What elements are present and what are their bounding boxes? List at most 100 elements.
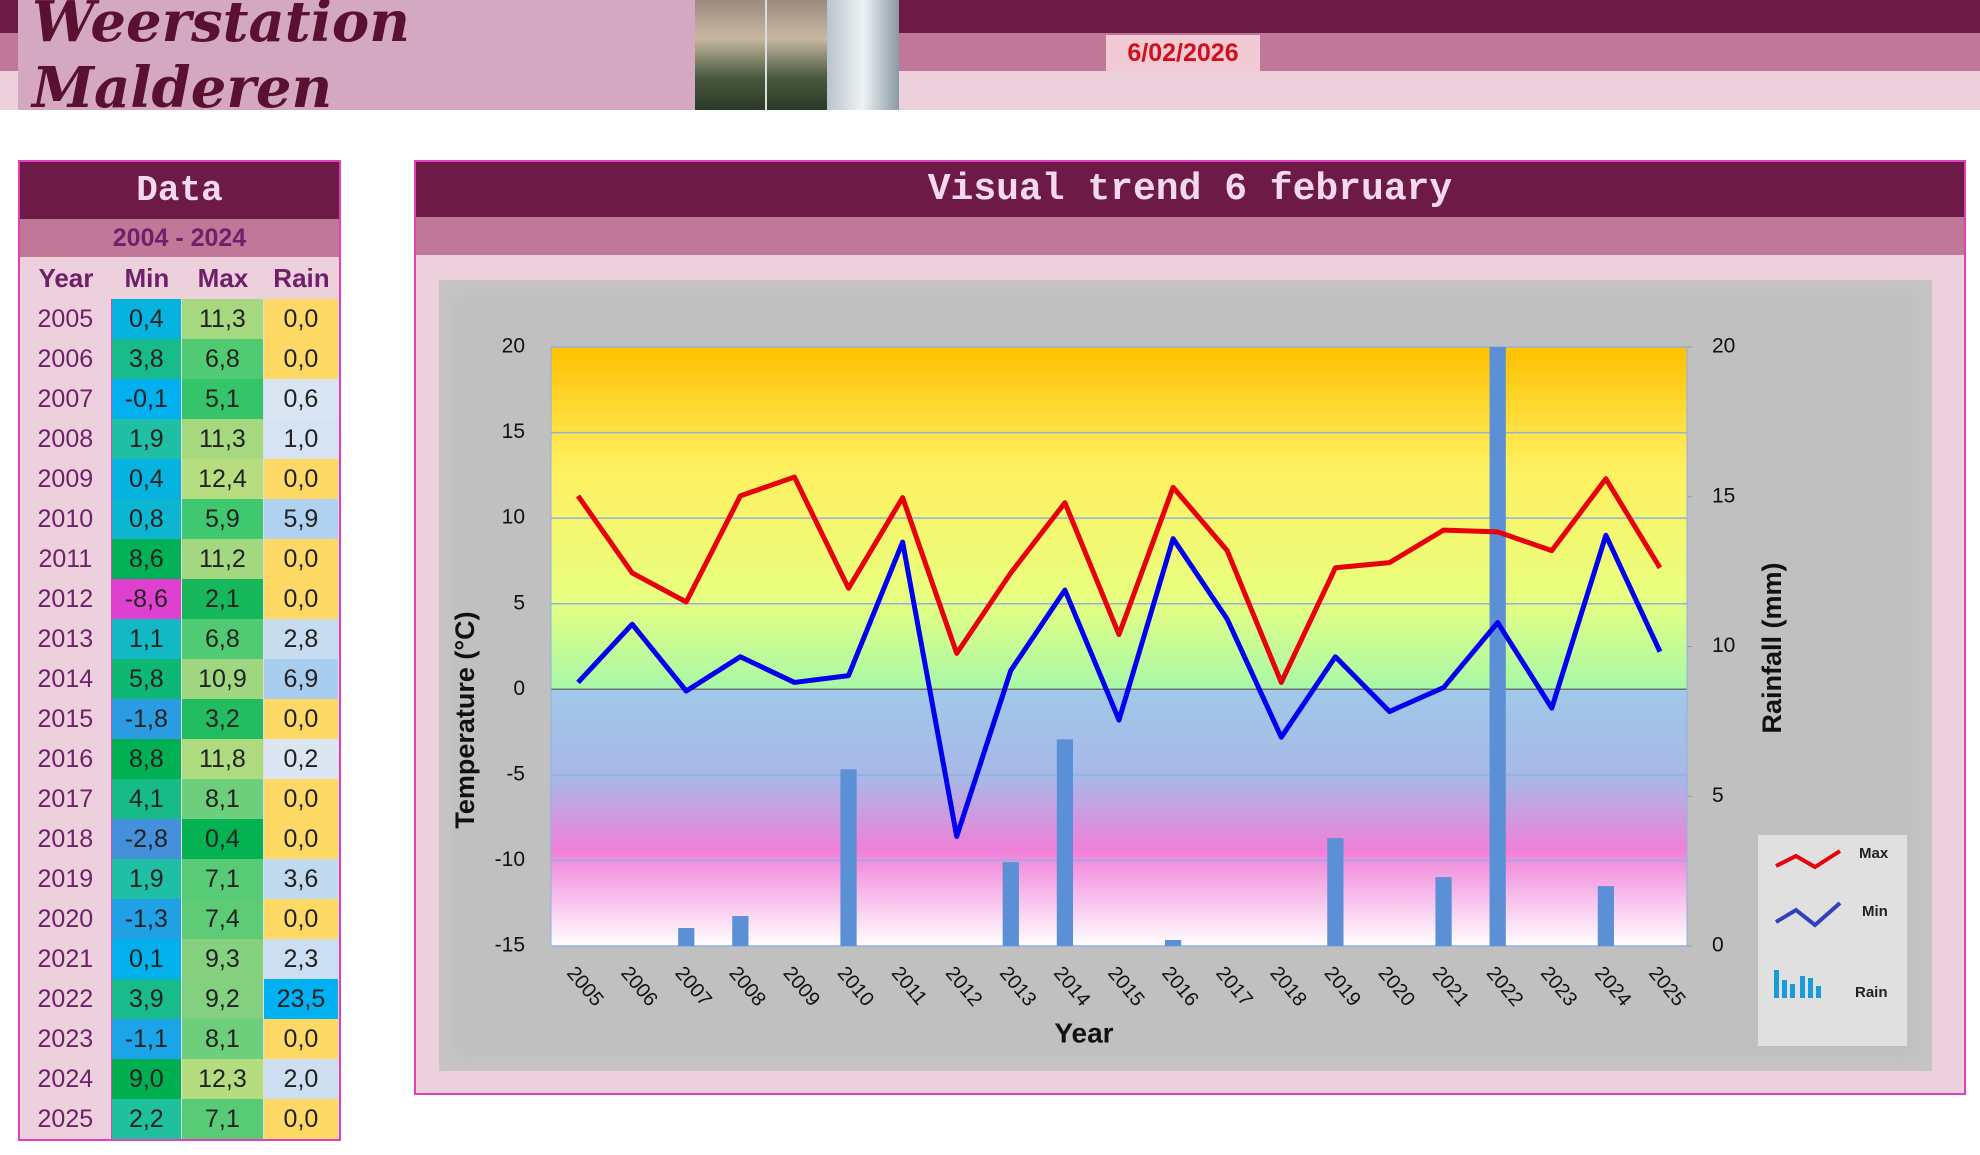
bar	[1056, 739, 1074, 946]
table-cell: 2023	[20, 1019, 112, 1059]
table-cell: -1,3	[111, 899, 182, 939]
table-cell: 0,0	[263, 1099, 339, 1139]
table-cell: 1,9	[111, 859, 182, 899]
table-row: 2019 1,9 7,1 3,6	[20, 859, 339, 899]
x-tick-label: 2017	[1211, 962, 1256, 1010]
legend-label: Max	[1859, 845, 1889, 862]
table-cell: 2024	[20, 1059, 112, 1099]
table-cell: -1,8	[111, 699, 182, 739]
legend-label: Min	[1862, 903, 1888, 920]
table-cell: 0,2	[263, 739, 339, 779]
table-cell: 11,3	[181, 419, 264, 459]
table-cell: 9,3	[181, 939, 264, 979]
table-cell: 12,4	[181, 459, 264, 499]
table-row: 2024 9,0 12,3 2,0	[20, 1059, 339, 1099]
table-cell: 0,4	[111, 459, 182, 499]
x-tick-label: 2013	[995, 962, 1040, 1010]
column-header: Max	[197, 262, 249, 293]
table-cell: 1,9	[111, 419, 182, 459]
x-tick-label: 2022	[1482, 962, 1527, 1010]
table-cell: -0,1	[111, 379, 182, 419]
x-tick-label: 2019	[1320, 962, 1365, 1010]
y2-tick-label: 20	[1712, 335, 1735, 358]
legend-box	[1758, 835, 1907, 1046]
table-cell: 2007	[20, 379, 112, 419]
y2-tick-label: 0	[1712, 934, 1724, 957]
table-cell: 2025	[20, 1099, 112, 1139]
table-cell: 2010	[20, 499, 112, 539]
x-tick-label: 2009	[779, 962, 824, 1010]
x-tick-label: 2016	[1157, 962, 1202, 1010]
table-cell: 2017	[20, 779, 112, 819]
x-tick-label: 2007	[670, 962, 715, 1010]
legend-icon	[1775, 849, 1842, 870]
table-cell: 2021	[20, 939, 112, 979]
table-cell: 8,8	[111, 739, 182, 779]
table-row: 2010 0,8 5,9 5,9	[20, 499, 339, 539]
x-tick-label: 2006	[616, 962, 661, 1010]
table-cell: 0,8	[111, 499, 182, 539]
bar	[678, 928, 695, 946]
y-axis-label: Temperature (°C)	[450, 611, 480, 828]
y-tick-label: 10	[502, 506, 525, 529]
date: 6/02/2026	[1106, 35, 1260, 71]
y-tick-label: 20	[502, 335, 525, 358]
table-cell: 8,6	[111, 539, 182, 579]
table-row: 2021 0,1 9,3 2,3	[20, 939, 339, 979]
table-cell: 9,2	[181, 979, 264, 1019]
table-cell: 7,1	[181, 859, 264, 899]
column-header: Rain	[273, 262, 330, 293]
table-cell: 3,8	[111, 339, 182, 379]
site-title: Weerstation Malderen	[18, 0, 695, 121]
table-cell: 0,0	[263, 1019, 339, 1059]
table-cell: 6,9	[263, 659, 339, 699]
table-cell: 2,1	[181, 579, 264, 619]
table-cell: 8,1	[181, 1019, 264, 1059]
table-cell: 8,1	[181, 779, 264, 819]
table-row: 2008 1,9 11,3 1,0	[20, 419, 339, 459]
table-title: Data	[20, 162, 339, 219]
table-cell: 2008	[20, 419, 112, 459]
x-tick-label: 2021	[1428, 962, 1473, 1010]
table-cell: 0,4	[111, 299, 182, 339]
y-tick-label: 15	[502, 420, 525, 443]
line	[576, 474, 1663, 685]
table-cell: 0,0	[263, 299, 339, 339]
table-cell: 2,2	[111, 1099, 182, 1139]
table-cell: 3,2	[181, 699, 264, 739]
table-row: 2016 8,8 11,8 0,2	[20, 739, 339, 779]
table-cell: 0,0	[263, 819, 339, 859]
bar	[840, 769, 857, 946]
x-tick-label: 2008	[724, 962, 769, 1010]
bar	[1435, 877, 1452, 946]
table-cell: 11,3	[181, 299, 264, 339]
table-row: 2014 5,8 10,9 6,9	[20, 659, 339, 699]
column-header: Min	[124, 262, 170, 293]
legend-icon	[1774, 970, 1821, 998]
table-cell: -1,1	[111, 1019, 182, 1059]
table-body: 2005 0,4 11,3 0,0 2006 3,8 6,8 0,0 2007 -0,1 5,1 0,…	[20, 299, 339, 1139]
x-tick-label: 2005	[562, 962, 607, 1010]
table-cell: 5,9	[181, 499, 264, 539]
x-tick-label: 2020	[1374, 962, 1419, 1010]
table-cell: 2014	[20, 659, 112, 699]
x-tick-label: 2010	[833, 962, 878, 1010]
bar	[1597, 886, 1614, 946]
x-axis-label: Year	[1054, 1017, 1113, 1048]
table-cell: 0,0	[263, 779, 339, 819]
table-cell: 2016	[20, 739, 112, 779]
table-cell: 11,2	[181, 539, 264, 579]
table-cell: 23,5	[263, 979, 339, 1019]
table-cell: 2,3	[263, 939, 339, 979]
table-row: 2025 2,2 7,1 0,0	[20, 1099, 339, 1139]
table-cell: 6,8	[181, 339, 264, 379]
chart-band	[416, 217, 1964, 255]
table-row: 2018 -2,8 0,4 0,0	[20, 819, 339, 859]
y2-tick-label: 10	[1712, 634, 1735, 657]
station-photo	[695, 0, 899, 110]
column-header: Year	[38, 262, 94, 293]
x-tick-label: 2011	[887, 962, 932, 1009]
